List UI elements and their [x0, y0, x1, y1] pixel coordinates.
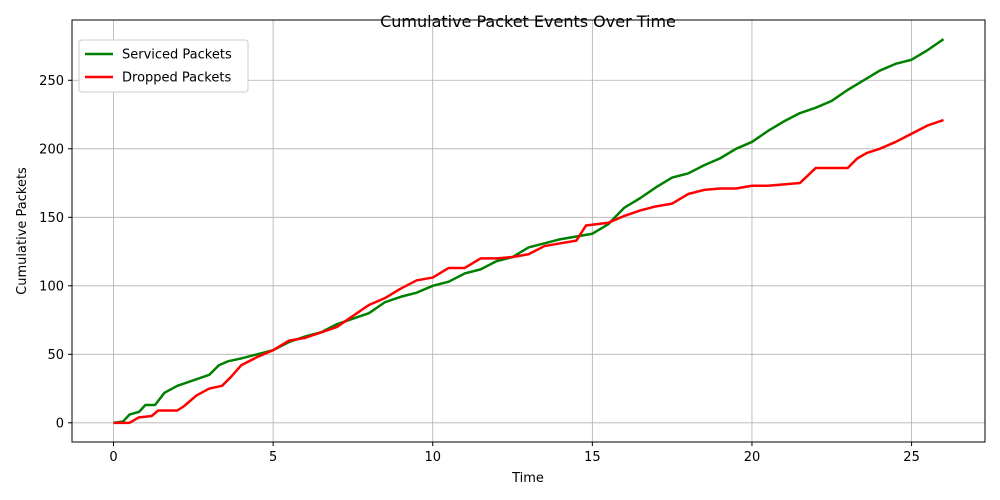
serviced-packets-line [113, 38, 945, 425]
y-tick-label: 0 [56, 416, 64, 431]
chart-title: Cumulative Packet Events Over Time [380, 12, 676, 31]
plot-frame [71, 19, 986, 443]
legend-label-serviced: Serviced Packets [122, 48, 232, 63]
x-tick-label: 10 [424, 450, 441, 465]
x-tick-label: 5 [269, 450, 277, 465]
y-tick-label: 50 [47, 348, 64, 363]
legend-label-dropped: Dropped Packets [122, 71, 231, 86]
y-tick-label: 200 [39, 142, 64, 157]
series-layer [113, 38, 945, 425]
y-tick-label: 100 [39, 279, 64, 294]
x-tick-label: 15 [584, 450, 601, 465]
grid-lines [72, 20, 985, 442]
y-tick-label: 250 [39, 74, 64, 89]
legend-box [78, 39, 249, 93]
y-tick-label: 150 [39, 211, 64, 226]
x-tick-label: 0 [109, 450, 117, 465]
legend: Serviced Packets Dropped Packets [78, 39, 249, 93]
x-tick-label: 25 [903, 450, 920, 465]
dropped-packets-line [113, 118, 944, 425]
x-tick-label: 20 [744, 450, 761, 465]
x-axis-label: Time [511, 471, 544, 486]
y-axis-label: Cumulative Packets [15, 167, 30, 295]
